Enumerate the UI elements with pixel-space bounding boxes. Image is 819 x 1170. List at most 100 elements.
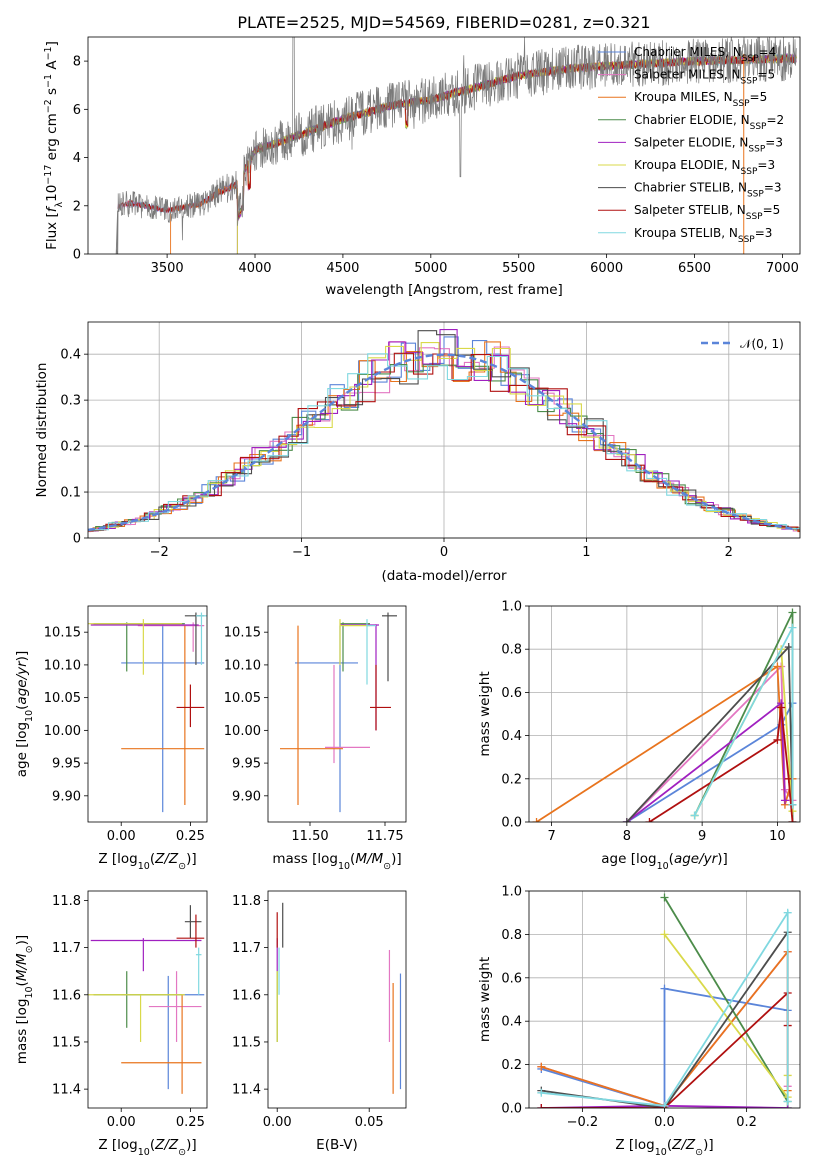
y-tick-label: 9.95 [52,757,81,772]
y-tick-label: 0.2 [501,772,522,787]
y-tick-label: 0.1 [60,486,81,501]
label-part: Z [log [98,1137,137,1153]
mass-weight-line [626,702,794,822]
y-tick-label: 11.6 [232,988,261,1003]
y-axis-label: mass [log10(M/M⊙)] [14,935,35,1064]
y-tick-label: 0.8 [501,928,522,943]
x-tick-label: 0.00 [263,1115,292,1130]
label-part: Z/Z [154,851,179,867]
histogram-step-line [88,352,800,532]
y-tick-label: 0 [73,532,81,547]
label-part: ⊙ [383,861,391,872]
label-part: −2 [43,99,54,113]
mass-vs-ebv-panel: 0.00 0.05 11.4 11.5 11.6 11.7 11.8 E(B-V) [232,890,407,1153]
y-tick-label: 10.00 [224,724,261,739]
label-part: age [log [14,722,30,777]
legend-name: Kroupa ELODIE, N [634,158,741,172]
axes-frame [267,890,407,1109]
x-tick-label: 3500 [151,261,184,276]
legend-tail: =5 [750,90,768,104]
x-axis-label: mass [log10(M/M⊙)] [272,851,401,872]
y-tick-label: 0.0 [501,1102,522,1117]
y-tick-label: 0 [73,248,81,263]
mass-weight-lines [532,608,797,822]
y-tick-label: 8 [73,55,81,70]
x-tick-label: 0.05 [355,1115,384,1130]
label-part: mass [log [14,999,30,1065]
label-part: ⊙ [695,1147,703,1158]
y-tick-label: 9.90 [52,789,81,804]
y-tick-label: 11.6 [52,988,81,1003]
mass-weight-line [626,701,786,822]
plus-marker [690,811,699,820]
x-tick-label: 6000 [590,261,623,276]
y-tick-label: 4 [73,151,81,166]
label-part: )] [186,851,197,867]
legend-sub: SSP [733,99,750,109]
plus-marker [660,984,669,993]
label-part: 10 [657,861,669,872]
axes-frame [528,605,801,823]
plus-marker [660,893,669,902]
y-tick-label: 10.10 [224,658,261,673]
label-part: 10 [24,986,35,998]
axes-frame [87,36,801,255]
y-tick-label: 11.7 [52,941,81,956]
x-tick-label: 0.25 [176,829,205,844]
label-part: Flux [ [44,212,60,250]
label-part: )] [14,935,30,946]
y-tick-label: 6 [73,103,81,118]
label-part: 10 [138,861,150,872]
plus-marker [784,643,793,652]
legend-entry: 𝒩(0, 1) [740,337,784,351]
label-part: ( [14,705,30,710]
legend-entry: Salpeter STELIB, NSSP=5 [634,203,780,222]
legend-tail: =3 [757,158,775,172]
legend-sub: SSP [738,235,755,245]
label-part: ( [14,981,30,986]
x-tick-label: 0.0 [654,1115,675,1130]
y-tick-label: 0.6 [501,686,522,701]
axes-frame [267,605,407,823]
y-tick-label: 2 [73,199,81,214]
legend-tail: =3 [764,181,782,195]
label-part: 10 [655,1147,667,1158]
errorbar-group [280,612,397,813]
x-tick-label: 6500 [678,261,711,276]
label-part: s [44,88,60,99]
legend-name: Chabrier MILES, N [634,45,742,59]
label-part: ( [669,851,674,867]
x-tick-label: 7 [547,829,555,844]
label-part: ⊙ [178,861,186,872]
label-part: Z [log [98,851,137,867]
y-tick-label: 0.8 [501,643,522,658]
age-vs-z-panel: 0.00 0.25 9.90 9.95 10.00 10.05 10.10 10.15 Z [l… [14,605,208,872]
plus-marker [788,800,797,809]
x-tick-label: 10 [769,829,786,844]
plus-marker [645,818,654,822]
x-tick-label: 4500 [326,261,359,276]
legend-entry: Kroupa ELODIE, NSSP=3 [634,158,775,177]
label-part: )] [391,851,402,867]
errorbar-group [88,905,205,1094]
x-tick-label: 2 [725,545,733,560]
x-axis-label: Z [log10(Z/Z⊙)] [98,1137,196,1158]
label-part: )] [717,851,728,867]
x-tick-label: 8 [623,829,631,844]
legend-tail: =5 [763,203,781,217]
mass-weight-line [541,909,789,1107]
x-tick-label: 0.2 [736,1115,757,1130]
y-tick-label: 11.4 [52,1083,81,1098]
legend-entry: Kroupa STELIB, NSSP=3 [634,226,772,245]
label-part: −17 [43,165,54,185]
plus-marker [660,1101,669,1108]
plus-marker [777,703,786,712]
legend-name: Salpeter STELIB, N [634,203,746,217]
legend-sub: SSP [742,54,759,64]
x-tick-label: 0.00 [107,1115,136,1130]
legend-name: Chabrier ELODIE, N [634,113,750,127]
axes-frame [528,890,801,1109]
y-tick-label: 1.0 [501,885,522,900]
label-part: age/yr [14,660,30,705]
